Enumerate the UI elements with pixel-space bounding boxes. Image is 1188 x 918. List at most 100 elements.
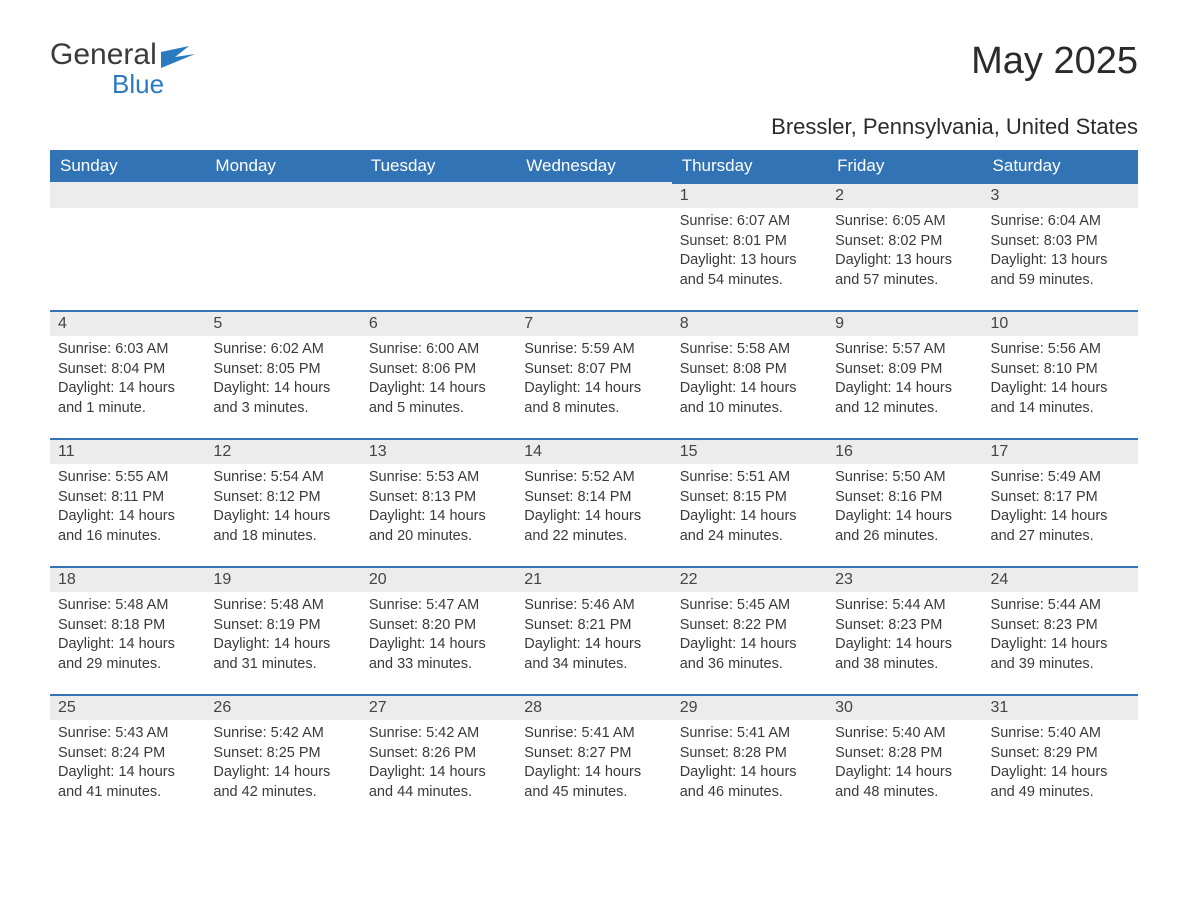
day-content: Sunrise: 5:41 AMSunset: 8:27 PMDaylight:… <box>516 720 671 810</box>
day-content <box>361 208 516 220</box>
sunset-text: Sunset: 8:24 PM <box>58 744 197 764</box>
daylight-text: Daylight: 14 hours and 46 minutes. <box>680 763 819 802</box>
sunrise-text: Sunrise: 6:07 AM <box>680 212 819 232</box>
day-number: 5 <box>205 310 360 336</box>
sunset-text: Sunset: 8:04 PM <box>58 360 197 380</box>
day-number: 18 <box>50 566 205 592</box>
sunrise-text: Sunrise: 5:51 AM <box>680 468 819 488</box>
sunrise-text: Sunrise: 5:48 AM <box>58 596 197 616</box>
calendar-day-cell: 15Sunrise: 5:51 AMSunset: 8:15 PMDayligh… <box>672 438 827 566</box>
sunrise-text: Sunrise: 5:45 AM <box>680 596 819 616</box>
sunset-text: Sunset: 8:22 PM <box>680 616 819 636</box>
day-number: 23 <box>827 566 982 592</box>
day-content: Sunrise: 5:55 AMSunset: 8:11 PMDaylight:… <box>50 464 205 554</box>
page-title: May 2025 <box>971 40 1138 83</box>
calendar-day-cell: 12Sunrise: 5:54 AMSunset: 8:12 PMDayligh… <box>205 438 360 566</box>
day-number: 31 <box>983 694 1138 720</box>
sunset-text: Sunset: 8:25 PM <box>213 744 352 764</box>
daylight-text: Daylight: 14 hours and 42 minutes. <box>213 763 352 802</box>
day-content: Sunrise: 5:46 AMSunset: 8:21 PMDaylight:… <box>516 592 671 682</box>
day-content: Sunrise: 5:54 AMSunset: 8:12 PMDaylight:… <box>205 464 360 554</box>
day-number: 24 <box>983 566 1138 592</box>
weekday-header: Tuesday <box>361 150 516 182</box>
sunset-text: Sunset: 8:17 PM <box>991 488 1130 508</box>
sunrise-text: Sunrise: 6:03 AM <box>58 340 197 360</box>
calendar-day-cell: 8Sunrise: 5:58 AMSunset: 8:08 PMDaylight… <box>672 310 827 438</box>
sunrise-text: Sunrise: 5:44 AM <box>991 596 1130 616</box>
calendar-day-cell: 1Sunrise: 6:07 AMSunset: 8:01 PMDaylight… <box>672 182 827 310</box>
day-content: Sunrise: 5:41 AMSunset: 8:28 PMDaylight:… <box>672 720 827 810</box>
calendar-day-cell: 14Sunrise: 5:52 AMSunset: 8:14 PMDayligh… <box>516 438 671 566</box>
sunset-text: Sunset: 8:23 PM <box>991 616 1130 636</box>
day-number <box>205 182 360 208</box>
calendar-day-cell: 24 Sunrise: 5:44 AMSunset: 8:23 PMDayligh… <box>983 566 1138 694</box>
sunrise-text: Sunrise: 5:55 AM <box>58 468 197 488</box>
day-number: 21 <box>516 566 671 592</box>
daylight-text: Daylight: 13 hours and 54 minutes. <box>680 251 819 290</box>
day-content: Sunrise: 5:48 AMSunset: 8:19 PMDaylight:… <box>205 592 360 682</box>
sunrise-text: Sunrise: 5:40 AM <box>991 724 1130 744</box>
sunset-text: Sunset: 8:29 PM <box>991 744 1130 764</box>
day-number: 7 <box>516 310 671 336</box>
daylight-text: Daylight: 14 hours and 3 minutes. <box>213 379 352 418</box>
sunset-text: Sunset: 8:21 PM <box>524 616 663 636</box>
day-content: Sunrise: 5:45 AMSunset: 8:22 PMDaylight:… <box>672 592 827 682</box>
day-content: Sunrise: 5:56 AMSunset: 8:10 PMDaylight:… <box>983 336 1138 426</box>
calendar-week-row: 1Sunrise: 6:07 AMSunset: 8:01 PMDaylight… <box>50 182 1138 310</box>
sunrise-text: Sunrise: 6:04 AM <box>991 212 1130 232</box>
day-number: 25 <box>50 694 205 720</box>
sunrise-text: Sunrise: 5:57 AM <box>835 340 974 360</box>
calendar-day-cell: 19Sunrise: 5:48 AMSunset: 8:19 PMDayligh… <box>205 566 360 694</box>
sunrise-text: Sunrise: 5:54 AM <box>213 468 352 488</box>
daylight-text: Daylight: 14 hours and 39 minutes. <box>991 635 1130 674</box>
sunset-text: Sunset: 8:06 PM <box>369 360 508 380</box>
sunrise-text: Sunrise: 6:05 AM <box>835 212 974 232</box>
sunset-text: Sunset: 8:20 PM <box>369 616 508 636</box>
logo-flag-icon <box>161 46 195 73</box>
calendar-week-row: 18Sunrise: 5:48 AMSunset: 8:18 PMDayligh… <box>50 566 1138 694</box>
day-content <box>516 208 671 220</box>
sunset-text: Sunset: 8:28 PM <box>680 744 819 764</box>
daylight-text: Daylight: 14 hours and 22 minutes. <box>524 507 663 546</box>
day-content: Sunrise: 6:03 AMSunset: 8:04 PMDaylight:… <box>50 336 205 426</box>
day-number: 13 <box>361 438 516 464</box>
daylight-text: Daylight: 14 hours and 27 minutes. <box>991 507 1130 546</box>
day-content: Sunrise: 5:40 AMSunset: 8:29 PMDaylight:… <box>983 720 1138 810</box>
sunset-text: Sunset: 8:15 PM <box>680 488 819 508</box>
day-number: 20 <box>361 566 516 592</box>
calendar-day-cell: 22Sunrise: 5:45 AMSunset: 8:22 PMDayligh… <box>672 566 827 694</box>
day-number: 11 <box>50 438 205 464</box>
daylight-text: Daylight: 14 hours and 36 minutes. <box>680 635 819 674</box>
day-number <box>516 182 671 208</box>
daylight-text: Daylight: 14 hours and 5 minutes. <box>369 379 508 418</box>
sunrise-text: Sunrise: 5:42 AM <box>213 724 352 744</box>
sunrise-text: Sunrise: 5:56 AM <box>991 340 1130 360</box>
calendar-day-cell: 27Sunrise: 5:42 AMSunset: 8:26 PMDayligh… <box>361 694 516 822</box>
day-number: 3 <box>983 182 1138 208</box>
day-content: Sunrise: 5:58 AMSunset: 8:08 PMDaylight:… <box>672 336 827 426</box>
daylight-text: Daylight: 14 hours and 38 minutes. <box>835 635 974 674</box>
daylight-text: Daylight: 14 hours and 8 minutes. <box>524 379 663 418</box>
sunset-text: Sunset: 8:10 PM <box>991 360 1130 380</box>
day-content: Sunrise: 6:00 AMSunset: 8:06 PMDaylight:… <box>361 336 516 426</box>
calendar-day-cell: 23Sunrise: 5:44 AMSunset: 8:23 PMDayligh… <box>827 566 982 694</box>
day-number: 15 <box>672 438 827 464</box>
day-content: Sunrise: 5:52 AMSunset: 8:14 PMDaylight:… <box>516 464 671 554</box>
day-content: Sunrise: 5:47 AMSunset: 8:20 PMDaylight:… <box>361 592 516 682</box>
daylight-text: Daylight: 14 hours and 33 minutes. <box>369 635 508 674</box>
sunrise-text: Sunrise: 5:48 AM <box>213 596 352 616</box>
day-content: Sunrise: 5:48 AMSunset: 8:18 PMDaylight:… <box>50 592 205 682</box>
sunset-text: Sunset: 8:11 PM <box>58 488 197 508</box>
day-content: Sunrise: 5:44 AMSunset: 8:23 PMDaylight:… <box>827 592 982 682</box>
weekday-header: Saturday <box>983 150 1138 182</box>
calendar-table: SundayMondayTuesdayWednesdayThursdayFrid… <box>50 150 1138 822</box>
day-number: 6 <box>361 310 516 336</box>
sunset-text: Sunset: 8:14 PM <box>524 488 663 508</box>
sunrise-text: Sunrise: 5:59 AM <box>524 340 663 360</box>
day-number: 1 <box>672 182 827 208</box>
daylight-text: Daylight: 14 hours and 12 minutes. <box>835 379 974 418</box>
sunset-text: Sunset: 8:13 PM <box>369 488 508 508</box>
sunrise-text: Sunrise: 6:02 AM <box>213 340 352 360</box>
day-number: 14 <box>516 438 671 464</box>
weekday-header: Wednesday <box>516 150 671 182</box>
